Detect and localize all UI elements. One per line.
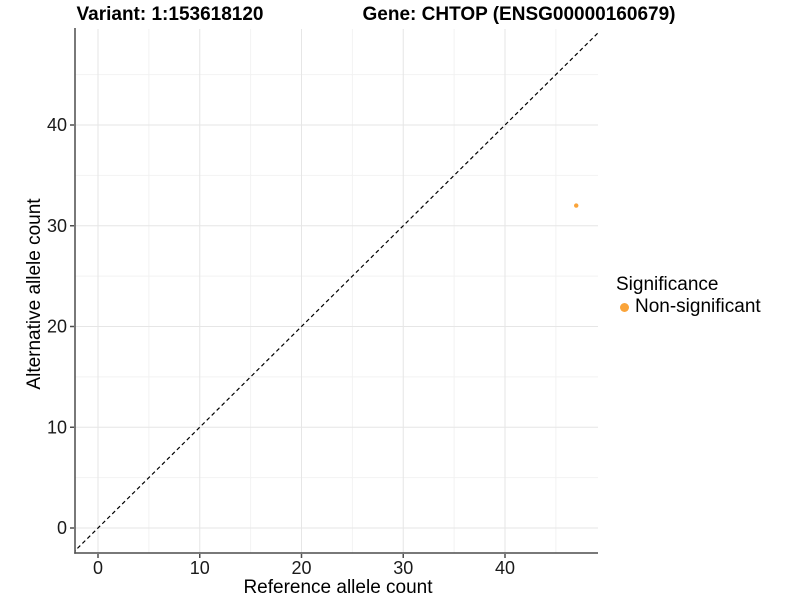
variant-title: Variant: 1:153618120 xyxy=(77,4,264,25)
legend: Significance Non-significant xyxy=(616,274,761,318)
y-tick-label: 30 xyxy=(47,216,67,236)
major-gridlines xyxy=(75,29,598,553)
identity-line xyxy=(75,32,598,552)
gene-title: Gene: CHTOP (ENSG00000160679) xyxy=(363,4,676,25)
x-tick-label: 0 xyxy=(93,558,103,578)
minor-gridlines xyxy=(75,29,598,553)
scatter-point xyxy=(574,203,579,208)
legend-entry: Non-significant xyxy=(616,296,761,318)
data-points xyxy=(574,203,579,208)
y-axis-title: Alternative allele count xyxy=(24,198,45,390)
tick-marks xyxy=(70,124,506,558)
y-tick-label: 20 xyxy=(47,317,67,337)
identity-reference-line xyxy=(75,32,598,552)
legend-point-swatch xyxy=(620,302,629,312)
x-tick-label: 40 xyxy=(495,558,515,578)
y-tick-label: 40 xyxy=(47,115,67,135)
legend-title: Significance xyxy=(616,274,719,295)
x-tick-label: 10 xyxy=(190,558,210,578)
x-axis-title: Reference allele count xyxy=(243,577,433,598)
y-tick-label: 10 xyxy=(47,417,67,437)
legend-entry-label: Non-significant xyxy=(635,296,761,317)
y-tick-label: 0 xyxy=(57,518,67,538)
x-tick-label: 30 xyxy=(393,558,413,578)
axis-lines xyxy=(74,28,598,554)
tick-labels: 0 10 20 30 40 0 10 20 30 40 xyxy=(47,115,515,578)
x-tick-label: 20 xyxy=(291,558,311,578)
